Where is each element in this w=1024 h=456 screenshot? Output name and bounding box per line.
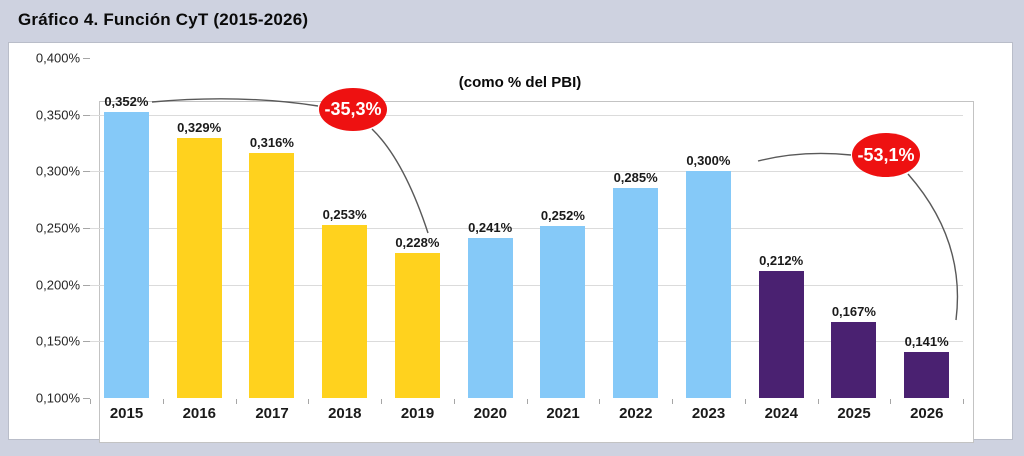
value-label-2025: 0,167%: [831, 304, 876, 320]
value-label-2023: 0,300%: [686, 153, 731, 169]
value-label-2021: 0,252%: [540, 207, 585, 223]
chart-title: Gráfico 4. Función CyT (2015-2026): [18, 10, 309, 29]
bar-2016: [176, 138, 222, 398]
callout-drop-2023-2026-label: -53,1%: [857, 144, 915, 165]
bar-2026: [904, 351, 950, 398]
x-label-2015: 2015: [109, 405, 144, 422]
x-label-2024: 2024: [764, 405, 798, 422]
y-tick-mark: [83, 398, 90, 399]
x-label-2019: 2019: [400, 405, 435, 422]
bar-2020: [467, 238, 513, 398]
x-label-2016: 2016: [182, 405, 216, 422]
x-tick-mark: [599, 399, 601, 404]
bar-2019: [394, 252, 440, 398]
x-tick-mark: [672, 399, 673, 404]
y-tick-mark: [83, 228, 90, 229]
x-label-2018: 2018: [328, 405, 362, 422]
gridline-0,300%: [90, 171, 963, 173]
callout-drop-2023-2026: -53,1%: [852, 133, 920, 177]
y-tick-mark: [83, 284, 90, 286]
gridline-0,150%: [90, 341, 963, 343]
x-tick-mark: [235, 399, 237, 404]
gridline-0,250%: [90, 228, 963, 229]
y-tick-label: 0,250%: [35, 220, 80, 236]
bar-2024: [758, 271, 804, 398]
gridline-0,350%: [90, 114, 963, 116]
x-label-2023: 2023: [691, 405, 726, 422]
value-label-2022: 0,285%: [613, 170, 658, 186]
x-tick-mark: [526, 399, 528, 404]
value-label-2017: 0,316%: [249, 135, 294, 151]
bar-2023: [685, 171, 731, 398]
y-tick-mark: [83, 58, 90, 59]
callout-drop-2015-2019: -35,3%: [319, 88, 387, 131]
y-tick-label: 0,200%: [35, 277, 80, 293]
x-tick-mark: [381, 399, 382, 404]
y-tick-label: 0,150%: [35, 333, 80, 349]
x-tick-mark: [162, 399, 164, 404]
bar-2015: [103, 112, 149, 398]
value-label-2026: 0,141%: [904, 333, 949, 349]
y-tick-label: 0,100%: [35, 390, 80, 406]
y-tick-label: 0,300%: [35, 163, 80, 179]
value-label-2015: 0,352%: [104, 94, 149, 110]
y-tick-mark: [83, 341, 90, 343]
value-label-2019: 0,228%: [395, 234, 440, 250]
x-label-2021: 2021: [546, 405, 580, 422]
x-label-2017: 2017: [255, 405, 289, 422]
x-tick-mark: [453, 399, 455, 404]
x-label-2026: 2026: [910, 405, 944, 422]
y-tick-label: 0,350%: [35, 107, 80, 123]
value-label-2020: 0,241%: [468, 220, 513, 236]
x-tick-mark: [817, 399, 819, 404]
value-label-2024: 0,212%: [759, 253, 804, 269]
y-tick-mark: [83, 171, 90, 173]
x-tick-mark: [963, 399, 964, 404]
bar-2021: [540, 225, 586, 398]
x-tick-mark: [744, 399, 746, 404]
value-label-2016: 0,329%: [177, 120, 222, 136]
bar-2017: [249, 153, 295, 398]
value-label-2018: 0,253%: [322, 206, 367, 222]
x-label-2022: 2022: [619, 405, 653, 422]
bar-2025: [831, 322, 877, 398]
x-label-2020: 2020: [473, 405, 507, 422]
bar-2018: [322, 224, 368, 398]
gridline-0,200%: [90, 284, 963, 286]
y-tick-mark: [83, 114, 90, 116]
y-tick-label: 0,400%: [35, 50, 80, 66]
callout-drop-2015-2019-label: -35,3%: [324, 99, 382, 119]
chart-subtitle: (como % del PBI): [458, 74, 582, 91]
x-tick-mark: [890, 399, 892, 404]
bar-2022: [613, 188, 659, 398]
x-tick-mark: [90, 399, 91, 404]
x-tick-mark: [308, 399, 310, 404]
x-label-2025: 2025: [837, 405, 871, 422]
